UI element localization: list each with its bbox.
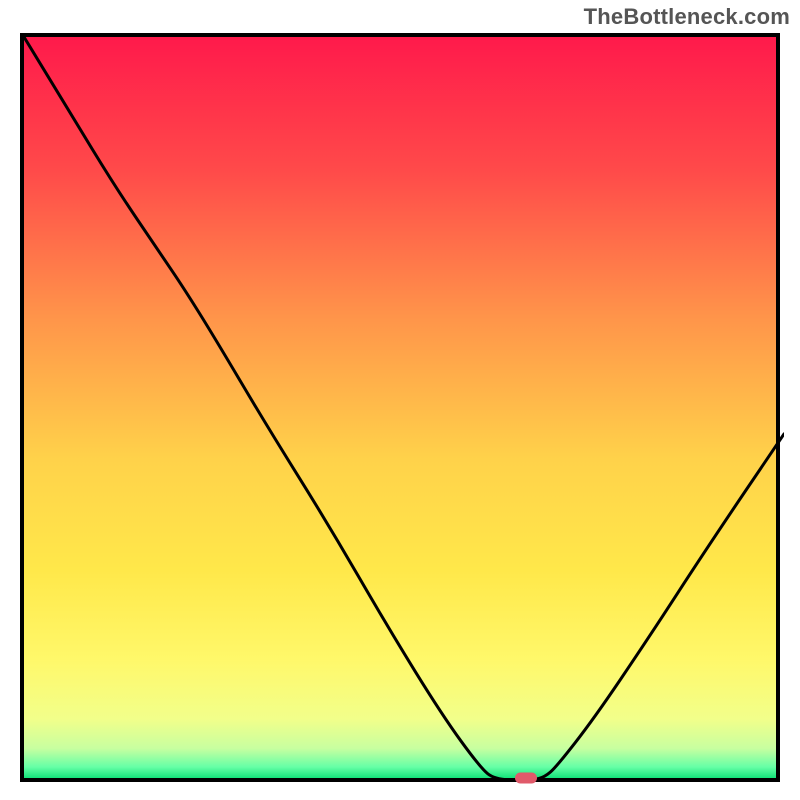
plot-frame bbox=[20, 33, 780, 782]
bottleneck-curve bbox=[24, 37, 784, 786]
optimal-marker bbox=[515, 772, 537, 783]
watermark-text: TheBottleneck.com bbox=[584, 4, 790, 30]
curve-path bbox=[24, 37, 784, 780]
chart-container: TheBottleneck.com bbox=[0, 0, 800, 800]
